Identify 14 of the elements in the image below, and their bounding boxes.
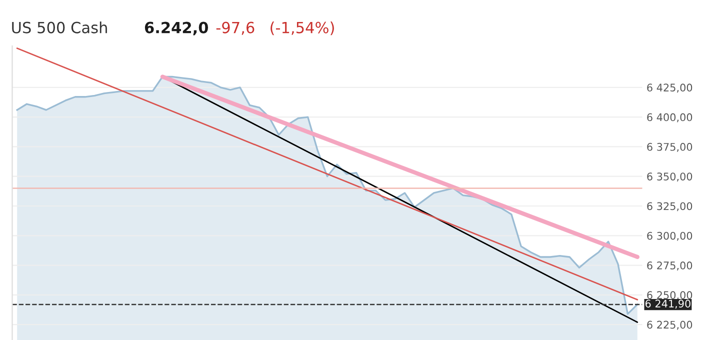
text: 6.242,0 xyxy=(144,22,208,36)
text: -97,6 xyxy=(216,22,254,35)
y-tick-label: 6 300,00 xyxy=(647,232,692,241)
y-tick-label: 6 400,00 xyxy=(647,113,692,122)
y-tick-label: 6 250,00 xyxy=(647,291,692,300)
y-tick-label: 6 325,00 xyxy=(647,202,692,212)
text: (-1,54%) xyxy=(270,22,334,36)
chart-title: US 500 Cash xyxy=(12,22,107,34)
y-tick-label: 6 425,00 xyxy=(647,84,692,93)
y-tick-label: 6 275,00 xyxy=(647,262,692,270)
y-tick-label: 6 350,00 xyxy=(647,172,692,182)
y-tick-label: 6 225,00 xyxy=(647,320,692,330)
ref-line-label: 6 241,90 xyxy=(645,300,690,309)
y-tick-label: 6 375,00 xyxy=(647,142,692,152)
